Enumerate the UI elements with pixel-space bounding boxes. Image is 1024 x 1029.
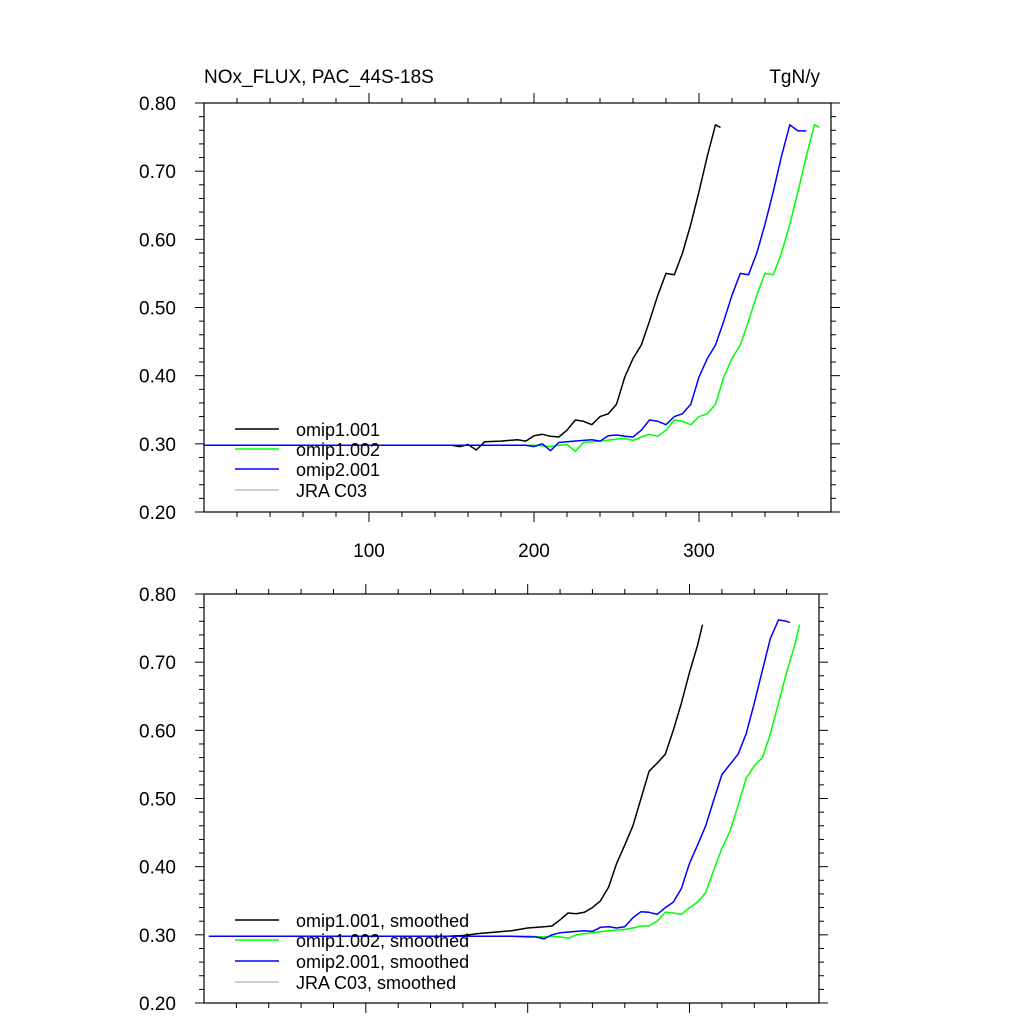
legend: omip1.001 omip1.002 omip2.001 JRA C03: [235, 420, 380, 501]
plot-frame: [203, 102, 832, 513]
bottom-panel: 0.20 0.30 0.40 0.50 0.60 0.70 0.80 omip1…: [139, 584, 828, 1015]
series-line-omip1_001: [208, 624, 704, 937]
series-line-omip1_002: [204, 124, 820, 453]
x-tick-label: 100: [353, 541, 385, 562]
legend-label: omip1.002: [296, 440, 380, 460]
series-lines: [204, 124, 820, 453]
y-tick-labels: 0.20 0.30 0.40 0.50 0.60 0.70 0.80: [139, 94, 176, 524]
legend-label: JRA C03, smoothed: [296, 973, 456, 993]
y-tick-label: 0.80: [139, 94, 176, 115]
chart-title: NOx_FLUX, PAC_44S-18S: [204, 67, 434, 88]
series-line-omip1_001: [204, 124, 721, 451]
x-tick-labels: 100 200 300: [353, 541, 715, 562]
y-tick-label: 0.50: [139, 790, 176, 811]
axis-ticks: [195, 584, 828, 1013]
y-tick-labels: 0.20 0.30 0.40 0.50 0.60 0.70 0.80: [139, 585, 176, 1015]
series-line-omip2_001: [204, 124, 807, 452]
series-lines: [208, 619, 801, 940]
legend-label: omip1.001, smoothed: [296, 911, 469, 931]
y-tick-label: 0.20: [139, 503, 176, 524]
y-tick-label: 0.60: [139, 230, 176, 251]
series-line-omip2_001: [208, 619, 791, 940]
legend-label: omip2.001: [296, 460, 380, 480]
legend: omip1.001, smoothed omip1.002, smoothed …: [235, 911, 469, 993]
legend-label: JRA C03: [296, 481, 367, 501]
y-tick-label: 0.30: [139, 435, 176, 456]
y-tick-label: 0.60: [139, 721, 176, 742]
legend-label: omip1.002, smoothed: [296, 931, 469, 951]
legend-label: omip1.001: [296, 420, 380, 440]
axis-ticks: [195, 93, 840, 522]
y-tick-label: 0.40: [139, 858, 176, 879]
x-tick-label: 200: [518, 541, 550, 562]
y-tick-label: 0.40: [139, 367, 176, 388]
top-panel: NOx_FLUX, PAC_44S-18S TgN/y 0.20 0.30 0.…: [139, 67, 840, 562]
units-label: TgN/y: [769, 67, 820, 88]
y-tick-label: 0.30: [139, 926, 176, 947]
legend-label: omip2.001, smoothed: [296, 952, 469, 972]
y-tick-label: 0.50: [139, 299, 176, 320]
series-line-omip1_002: [208, 624, 801, 939]
x-tick-label: 300: [683, 541, 715, 562]
y-tick-label: 0.20: [139, 994, 176, 1015]
y-tick-label: 0.70: [139, 653, 176, 674]
y-tick-label: 0.70: [139, 162, 176, 183]
plot-frame: [203, 593, 820, 1004]
y-tick-label: 0.80: [139, 585, 176, 606]
